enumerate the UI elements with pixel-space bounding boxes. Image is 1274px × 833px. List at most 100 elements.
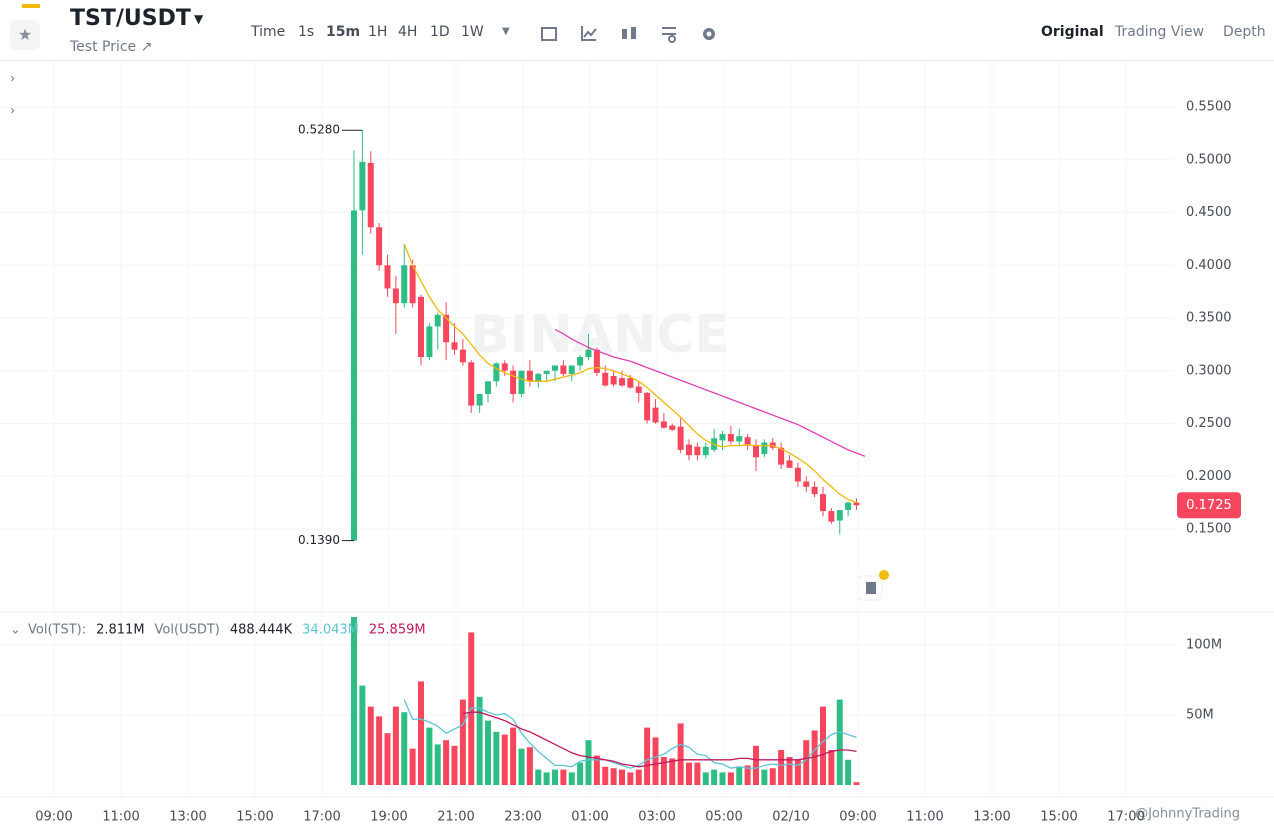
candle-icon[interactable] bbox=[622, 29, 627, 39]
symbol-dropdown[interactable]: ▼ bbox=[194, 12, 204, 26]
candle-body bbox=[526, 370, 533, 382]
collapse-arrow[interactable]: ⌄ bbox=[10, 623, 21, 638]
volume-bar bbox=[392, 706, 399, 785]
candle-body bbox=[753, 445, 759, 458]
favorite-star[interactable]: ★ bbox=[10, 20, 40, 50]
volume-bar bbox=[610, 768, 617, 785]
candle-body bbox=[610, 376, 617, 385]
last-price-badge bbox=[1177, 492, 1241, 519]
volume-bar bbox=[568, 772, 575, 785]
volume-bar bbox=[593, 755, 600, 785]
volume-bar bbox=[811, 730, 818, 785]
y-tick-label: 0.4500 bbox=[1186, 205, 1232, 220]
candle-body bbox=[660, 421, 667, 428]
volume-bar bbox=[627, 772, 634, 785]
volume-bar bbox=[367, 706, 374, 785]
candle-body bbox=[669, 425, 676, 430]
view-tab[interactable]: Trading View bbox=[1115, 24, 1205, 40]
volume-bar bbox=[711, 769, 718, 785]
view-tab[interactable]: Original bbox=[1041, 24, 1104, 40]
volume-bar bbox=[493, 731, 500, 785]
volume-bar bbox=[686, 762, 692, 785]
candle-body bbox=[476, 393, 483, 406]
interval-button[interactable]: Time bbox=[251, 24, 286, 40]
calendar-icon[interactable] bbox=[541, 27, 557, 41]
volume-legend-item: 488.444K bbox=[230, 623, 293, 638]
volume-bar bbox=[451, 745, 458, 785]
candle-body bbox=[568, 365, 575, 374]
interval-button[interactable]: 15m bbox=[326, 24, 361, 40]
candle-icon-b bbox=[631, 27, 636, 39]
volume-bar bbox=[635, 769, 642, 785]
y-tick-label: 50M bbox=[1186, 708, 1214, 723]
x-tick-label: 13:00 bbox=[973, 810, 1010, 825]
volume-bar bbox=[577, 762, 584, 785]
y-tick-label: 0.3000 bbox=[1186, 363, 1232, 378]
y-tick-label: 0.5500 bbox=[1186, 100, 1232, 115]
candle-body bbox=[820, 494, 826, 512]
x-tick-label: 01:00 bbox=[571, 810, 608, 825]
volume-bar bbox=[794, 759, 801, 785]
candle-body bbox=[853, 502, 860, 506]
candle-body bbox=[560, 365, 567, 374]
volume-bar bbox=[418, 681, 424, 785]
volume-bar bbox=[828, 750, 835, 785]
candle-body bbox=[518, 370, 525, 394]
y-tick-label: 0.2500 bbox=[1186, 416, 1232, 431]
volume-legend-item: 2.811M bbox=[96, 623, 144, 638]
volume-bar bbox=[727, 772, 734, 785]
volume-legend-item: 34.043M bbox=[302, 623, 359, 638]
volume-bar bbox=[409, 748, 416, 785]
candle-body bbox=[828, 511, 835, 522]
x-tick-label: 15:00 bbox=[236, 810, 273, 825]
candle-body bbox=[635, 386, 642, 393]
indicator-icon[interactable] bbox=[581, 26, 596, 41]
news-icon[interactable] bbox=[857, 570, 889, 601]
indicator-line bbox=[583, 28, 597, 38]
x-tick-label: 19:00 bbox=[370, 810, 407, 825]
candle-body bbox=[401, 265, 408, 304]
toolbar: ★ TST/USDT ▼ Test Price ↗ ▼ Time 1s 15m 1H 4… bbox=[0, 0, 1274, 61]
grid bbox=[0, 60, 1175, 797]
candle-body bbox=[418, 296, 424, 358]
y-tick-label: 0.2000 bbox=[1186, 469, 1232, 484]
volume-ma bbox=[403, 699, 857, 769]
volume-bar bbox=[820, 706, 826, 785]
volume-bar bbox=[744, 765, 751, 785]
candle-body bbox=[593, 349, 600, 373]
volume-bar bbox=[459, 699, 466, 785]
candle-body bbox=[744, 437, 751, 446]
x-tick-label: 05:00 bbox=[705, 810, 742, 825]
volume-bar bbox=[803, 740, 810, 785]
volume-bar bbox=[384, 733, 391, 785]
volume-legend-item: 25.859M bbox=[369, 623, 426, 638]
more-intervals[interactable]: ▼ bbox=[502, 26, 510, 37]
interval-button[interactable]: 1s bbox=[298, 24, 315, 40]
credit: @JohnnyTrading bbox=[1135, 807, 1240, 822]
x-tick-label: 23:00 bbox=[504, 810, 541, 825]
interval-button[interactable]: 4H bbox=[398, 24, 418, 40]
candle-body bbox=[644, 392, 651, 421]
last-price-label: 0.1725 bbox=[1186, 498, 1232, 513]
y-tick-label: 0.5000 bbox=[1186, 152, 1232, 167]
expand-arrow[interactable]: › bbox=[10, 72, 15, 87]
candle-body bbox=[451, 342, 458, 350]
x-tick-label: 11:00 bbox=[102, 810, 139, 825]
candle-body bbox=[619, 378, 625, 386]
candle-body bbox=[409, 265, 416, 304]
subtitle[interactable]: Test Price ↗ bbox=[70, 39, 153, 55]
candle-body bbox=[392, 288, 399, 304]
y-tick-label: 0.3500 bbox=[1186, 311, 1232, 326]
volume-bar bbox=[443, 740, 450, 785]
interval-button[interactable]: 1D bbox=[430, 24, 450, 40]
volume-bar bbox=[518, 748, 525, 785]
symbol[interactable]: TST/USDT bbox=[70, 6, 191, 31]
interval-button[interactable]: 1H bbox=[368, 24, 388, 40]
x-tick-label: 17:00 bbox=[303, 810, 340, 825]
view-tab[interactable]: Depth bbox=[1223, 24, 1266, 40]
candle-body bbox=[468, 362, 475, 406]
expand-arrow[interactable]: › bbox=[10, 104, 15, 119]
candle-body bbox=[510, 370, 517, 394]
interval-button[interactable]: 1W bbox=[461, 24, 484, 40]
